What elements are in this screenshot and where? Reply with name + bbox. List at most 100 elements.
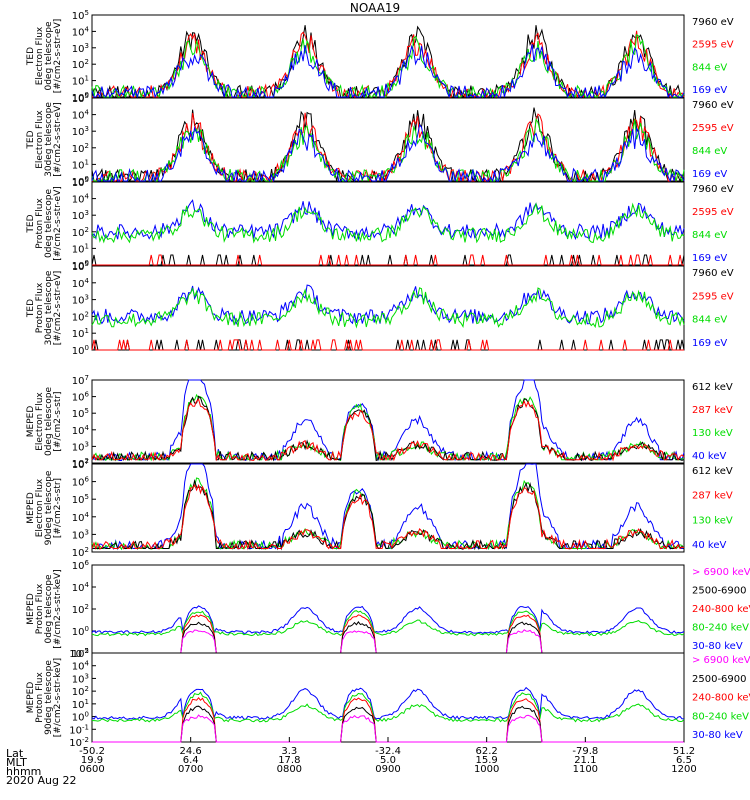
series-green xyxy=(91,202,685,244)
y-tick-label: 105 xyxy=(72,260,89,273)
page-title: NOAA19 xyxy=(349,1,401,15)
y-axis-label: Proton Flux xyxy=(35,583,45,634)
y-tick-label: 105 xyxy=(72,176,89,189)
footer-labels: Lat MLT hhmm 2020 Aug 22 xyxy=(6,747,77,787)
y-tick-label: 105 xyxy=(72,493,89,506)
y-tick-label: 102 xyxy=(72,226,89,239)
y-axis-label: 90deg telescope xyxy=(44,470,54,545)
x-tick-lat: 62.2 xyxy=(476,746,498,757)
y-tick-label: 107 xyxy=(72,458,89,471)
y-tick-label: 103 xyxy=(72,209,89,222)
y-axis-label: 90deg telescope xyxy=(44,660,54,735)
y-tick-label: 106 xyxy=(72,559,90,572)
legend-label: 2500-6900 xyxy=(692,586,747,597)
legend-label: 612 keV xyxy=(692,382,733,393)
y-axis-label: Electron Flux xyxy=(35,110,45,169)
x-tick-lat: 51.2 xyxy=(673,746,695,757)
y-tick-label: 10-1 xyxy=(69,723,89,736)
x-tick-lat: 3.3 xyxy=(281,746,297,757)
legend-label: 80-240 keV xyxy=(692,711,749,722)
legend-label: 240-800 keV xyxy=(692,604,750,615)
y-tick-label: 102 xyxy=(72,142,89,155)
legend-label: 169 eV xyxy=(692,253,727,264)
y-tick-label: 101 xyxy=(72,327,89,340)
panel-frame xyxy=(91,265,685,351)
x-tick-mlt: 17.8 xyxy=(278,755,300,766)
y-tick-label: 103 xyxy=(72,528,89,541)
date-label: 2020 Aug 22 xyxy=(6,774,77,787)
series-green xyxy=(91,33,685,99)
series-black xyxy=(92,339,685,351)
y-tick-label: 105 xyxy=(72,92,89,105)
legend-label: 287 keV xyxy=(692,491,733,502)
legend-label: 287 keV xyxy=(692,405,733,416)
x-tick-time: 0600 xyxy=(79,764,104,775)
legend-label: 2595 eV xyxy=(692,40,734,51)
y-axis-label: TED xyxy=(26,47,36,66)
x-tick-time: 0700 xyxy=(178,764,203,775)
y-tick-label: 10-2 xyxy=(69,647,89,660)
y-tick-label: 101 xyxy=(72,75,89,88)
legend-label: 30-80 keV xyxy=(692,641,743,652)
x-tick-mlt: 19.9 xyxy=(81,755,103,766)
x-row-label-mlt: MLT xyxy=(6,756,27,769)
y-axis-label: TED xyxy=(26,299,36,318)
y-tick-label: 103 xyxy=(72,672,89,685)
series-green xyxy=(91,117,685,183)
series-green xyxy=(91,287,685,329)
y-tick-label: 102 xyxy=(72,546,89,559)
legend-label: 612 keV xyxy=(692,466,733,477)
series-blue xyxy=(91,686,685,721)
series-blue xyxy=(91,44,685,99)
legend-label: 844 eV xyxy=(692,315,727,326)
series-red xyxy=(91,483,685,551)
y-axis-label: TED xyxy=(26,130,36,149)
y-axis-label: 0deg telescope xyxy=(44,387,54,457)
y-tick-label: 104 xyxy=(72,25,90,38)
y-axis-label: [#/cm2-s-str-keV] xyxy=(53,658,63,737)
legend-label: 2595 eV xyxy=(692,207,734,218)
y-tick-label: 100 xyxy=(72,91,89,104)
legend-label: 844 eV xyxy=(692,62,727,73)
series-red xyxy=(91,398,685,462)
y-axis-label: Electron Flux xyxy=(35,392,45,451)
series-red xyxy=(91,339,684,351)
x-tick-time: 1100 xyxy=(573,764,598,775)
x-tick-time: 0900 xyxy=(375,764,400,775)
y-tick-label: 102 xyxy=(72,685,89,698)
y-axis-label: 30deg telescope xyxy=(44,270,54,345)
x-tick-mlt: 6.5 xyxy=(676,755,692,766)
legend-label: 169 eV xyxy=(692,169,727,180)
x-tick-lat: 24.6 xyxy=(180,746,202,757)
x-tick-mlt: 6.4 xyxy=(183,755,199,766)
panel-frame xyxy=(91,97,685,182)
y-tick-label: 102 xyxy=(72,310,89,323)
y-axis-label: [#/cm2-s-str-eV] xyxy=(53,19,63,94)
series-red xyxy=(92,254,684,266)
y-tick-label: 106 xyxy=(72,476,90,489)
panel-frame xyxy=(91,14,685,98)
x-tick-time: 1000 xyxy=(474,764,499,775)
series-black xyxy=(91,395,685,462)
x-tick-mlt: 21.1 xyxy=(574,755,596,766)
panel-frame xyxy=(91,463,685,553)
x-row-label-lat: Lat xyxy=(6,747,24,760)
legend-label: 130 keV xyxy=(692,515,733,526)
y-tick-label: 104 xyxy=(72,660,90,673)
legend-label: 7960 eV xyxy=(692,184,734,195)
legend-label: 2595 eV xyxy=(692,291,734,302)
y-tick-label: 100 xyxy=(72,711,89,724)
y-tick-label: 102 xyxy=(72,457,89,470)
legend-label: > 6900 keV xyxy=(692,567,750,578)
panel-frame xyxy=(91,564,685,654)
y-tick-label: 107 xyxy=(72,374,89,387)
y-axis-label: MEPED xyxy=(26,406,36,438)
x-tick-time: 1200 xyxy=(671,764,696,775)
y-tick-label: 105 xyxy=(72,647,89,660)
legend-label: 2595 eV xyxy=(692,123,734,134)
x-tick-mlt: 15.9 xyxy=(476,755,498,766)
y-tick-label: 102 xyxy=(72,603,89,616)
legend-label: 169 eV xyxy=(692,85,727,96)
y-tick-label: 10-2 xyxy=(69,736,89,749)
y-tick-label: 105 xyxy=(72,407,89,420)
